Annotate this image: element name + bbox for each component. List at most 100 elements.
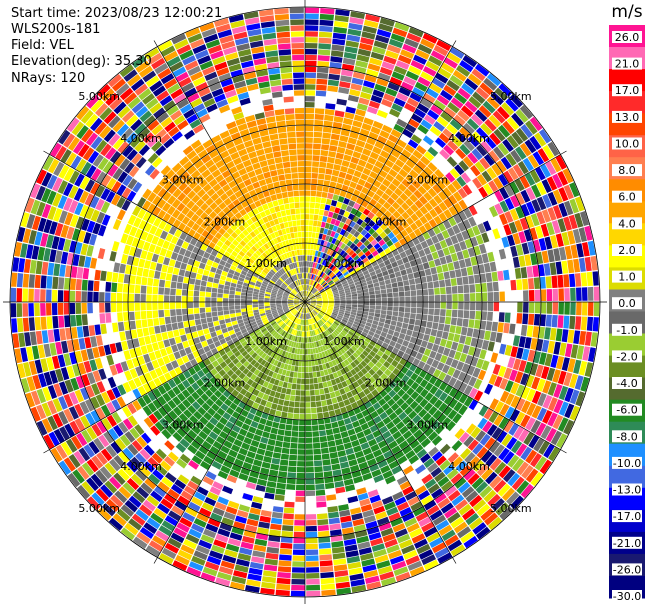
gate-234	[355, 60, 368, 69]
gate-3395	[219, 431, 229, 440]
gate-2935	[290, 590, 305, 597]
gate-423	[389, 108, 401, 118]
gate-3056	[276, 434, 284, 442]
gate-1358	[346, 297, 352, 300]
gate-2348	[424, 478, 437, 489]
gate-1843	[362, 328, 370, 334]
gate-3591	[176, 427, 187, 438]
gate-3010	[280, 453, 289, 460]
gate-3432	[250, 373, 257, 381]
gate-3368	[158, 553, 174, 565]
gate-186	[343, 52, 357, 60]
gate-49	[305, 7, 320, 14]
gate-4066	[180, 334, 188, 342]
gate-305	[326, 229, 332, 236]
gate-2387	[382, 430, 392, 440]
gate-1460	[387, 302, 393, 307]
gate-3824	[188, 367, 197, 376]
gate-3106	[266, 444, 275, 452]
gate-3783	[157, 395, 167, 406]
gate-2505	[307, 307, 310, 313]
gate-4204	[211, 311, 218, 317]
gate-460	[363, 181, 373, 190]
gate-2850	[305, 355, 309, 361]
gate-2403	[441, 529, 456, 542]
gate-2256	[465, 490, 479, 503]
gate-2289	[395, 421, 405, 430]
gate-4068	[168, 337, 176, 346]
gate-3143	[280, 375, 286, 382]
gate-3327	[284, 332, 289, 339]
gate-2725	[332, 469, 342, 477]
gate-2231	[368, 376, 376, 384]
gate-2215	[308, 306, 313, 311]
gate-697	[368, 227, 376, 235]
gate-1746	[371, 323, 378, 329]
gate-1762	[459, 353, 468, 363]
gate-2189	[396, 398, 405, 407]
gate-2818	[313, 454, 322, 461]
gate-3694	[122, 447, 134, 460]
gate-3692	[131, 440, 143, 452]
gate-3776	[192, 373, 200, 382]
gate-2294	[413, 444, 424, 454]
gate-2879	[306, 543, 318, 550]
gate-3604	[114, 490, 128, 504]
gate-1747	[376, 325, 383, 332]
gate-2315	[311, 311, 316, 317]
gate-1071	[342, 283, 349, 287]
gate-1321	[415, 283, 422, 290]
gate-3681	[186, 395, 196, 405]
gate-3781	[167, 389, 177, 399]
gate-1806	[429, 350, 437, 359]
gate-1992	[381, 353, 389, 361]
gate-1791	[348, 318, 354, 324]
gate-3459	[150, 512, 164, 525]
gate-1889	[356, 328, 363, 334]
gate-1426	[464, 293, 470, 302]
gate-2581	[360, 467, 371, 476]
gate-1283	[466, 266, 474, 276]
gate-806	[436, 180, 447, 190]
gate-3344	[235, 419, 244, 428]
gate-214	[329, 181, 337, 188]
gate-2898	[301, 360, 305, 367]
gate-1887	[346, 323, 352, 329]
gate-2739	[347, 561, 362, 570]
gate-2738	[346, 555, 361, 564]
gate-4234	[29, 331, 37, 346]
gate-317	[348, 162, 358, 170]
gate-960	[498, 173, 509, 187]
gate-2079	[340, 331, 346, 337]
gate-3614	[279, 321, 285, 327]
gate-4406	[170, 288, 176, 296]
gate-696	[364, 232, 372, 240]
gate-2165	[510, 495, 524, 510]
gate-1676	[527, 349, 536, 362]
gate-2399	[429, 509, 443, 521]
gate-1091	[450, 235, 459, 245]
gate-254	[321, 234, 327, 241]
gate-215	[330, 175, 338, 183]
gate-2077	[331, 324, 337, 330]
gate-109	[311, 232, 316, 238]
gate-9	[305, 243, 308, 249]
gate-3434	[243, 383, 251, 391]
gate-2457	[307, 307, 311, 313]
gate-1506	[381, 306, 387, 311]
gate-1069	[331, 287, 338, 292]
gate-401	[331, 237, 337, 245]
gate-2808	[310, 395, 316, 402]
gate-2281	[367, 384, 376, 392]
gate-569	[417, 124, 429, 135]
gate-1353	[316, 300, 323, 302]
gate-3075	[251, 556, 265, 564]
gate-1982	[333, 321, 340, 326]
gate-1440	[564, 288, 570, 301]
gate-2138	[380, 373, 388, 381]
gate-54	[306, 273, 308, 279]
gate-1392	[557, 274, 564, 288]
gate-1529	[528, 313, 535, 325]
gate-3396	[215, 436, 226, 445]
